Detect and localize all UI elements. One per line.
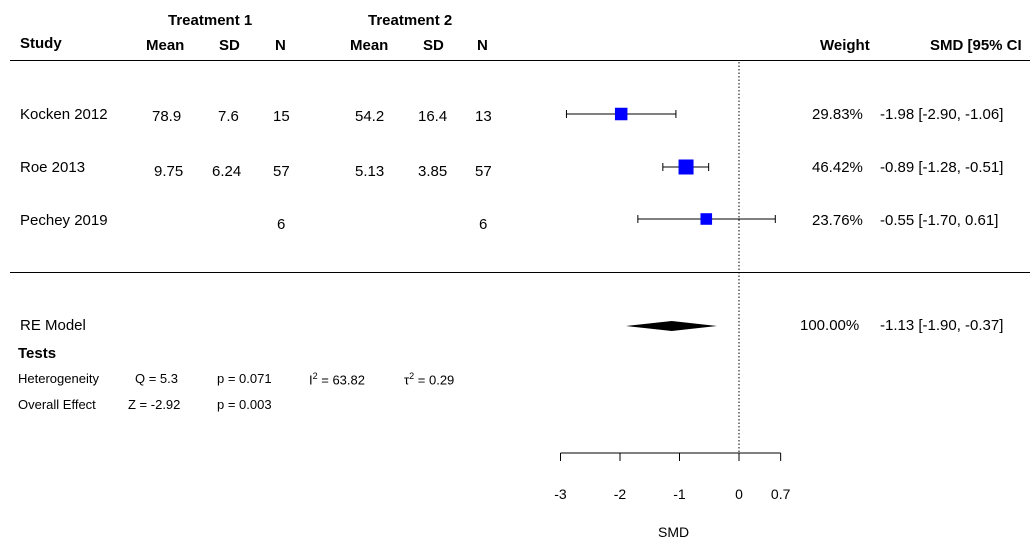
x-tick-label: -1 bbox=[673, 486, 686, 502]
n2-cell: 13 bbox=[475, 108, 492, 125]
n2-cell: 6 bbox=[479, 216, 488, 233]
tau2-statistic: τ2 = 0.29 bbox=[404, 371, 454, 387]
sd1-column-header: SD bbox=[219, 37, 240, 54]
i2-statistic: I2 = 63.82 bbox=[309, 371, 365, 387]
mean1-column-header: Mean bbox=[146, 37, 185, 54]
n1-cell: 57 bbox=[273, 163, 290, 180]
overall-p: p = 0.003 bbox=[217, 397, 272, 412]
effect-ci-cell: -1.98 [-2.90, -1.06] bbox=[880, 106, 1004, 123]
sd1-cell: 7.6 bbox=[218, 108, 239, 125]
pooled-diamond bbox=[625, 321, 717, 331]
mean2-column-header: Mean bbox=[350, 37, 389, 54]
q-statistic: Q = 5.3 bbox=[135, 371, 178, 386]
x-tick-label: 0.7 bbox=[771, 486, 791, 502]
weight-column-header: Weight bbox=[820, 37, 870, 54]
effect-ci-cell: -0.89 [-1.28, -0.51] bbox=[880, 159, 1004, 176]
i2-superscript: 2 bbox=[312, 371, 318, 381]
n2-cell: 57 bbox=[475, 163, 492, 180]
tests-title: Tests bbox=[18, 345, 57, 362]
sd1-cell: 6.24 bbox=[212, 163, 242, 180]
study-name: Kocken 2012 bbox=[20, 106, 108, 123]
heterogeneity-p: p = 0.071 bbox=[217, 371, 272, 386]
sd2-column-header: SD bbox=[423, 37, 444, 54]
i2-value: = 63.82 bbox=[317, 372, 365, 388]
x-tick-label: 0 bbox=[735, 486, 743, 502]
mean2-cell: 5.13 bbox=[355, 163, 385, 180]
mean2-cell: 54.2 bbox=[355, 108, 385, 125]
mean1-cell: 9.75 bbox=[154, 163, 184, 180]
x-tick-label: -2 bbox=[614, 486, 627, 502]
study-marker bbox=[700, 213, 713, 225]
effect-column-header: SMD [95% CI bbox=[930, 37, 1022, 54]
effect-ci-cell: -0.55 [-1.70, 0.61] bbox=[880, 212, 999, 229]
mean1-cell: 78.9 bbox=[152, 108, 182, 125]
summary-label: RE Model bbox=[20, 317, 86, 334]
n2-column-header: N bbox=[477, 37, 488, 54]
study-marker bbox=[678, 159, 694, 175]
sd2-cell: 16.4 bbox=[418, 108, 448, 125]
weight-cell: 29.83% bbox=[812, 106, 863, 123]
tau2-superscript: 2 bbox=[409, 371, 415, 381]
z-statistic: Z = -2.92 bbox=[128, 397, 181, 412]
x-axis-label: SMD bbox=[658, 524, 689, 538]
x-tick-label: -3 bbox=[554, 486, 567, 502]
weight-cell: 23.76% bbox=[812, 212, 863, 229]
tau2-symbol: τ bbox=[404, 372, 410, 388]
header-rule bbox=[10, 60, 1030, 61]
summary-ci: -1.13 [-1.90, -0.37] bbox=[880, 317, 1004, 334]
tau2-value: = 0.29 bbox=[414, 372, 455, 388]
i2-symbol: I bbox=[309, 372, 313, 388]
summary-weight: 100.00% bbox=[800, 317, 860, 334]
study-column-header: Study bbox=[20, 35, 62, 52]
heterogeneity-label: Heterogeneity bbox=[18, 371, 99, 386]
study-marker bbox=[614, 107, 628, 121]
sd2-cell: 3.85 bbox=[418, 163, 448, 180]
overall-effect-label: Overall Effect bbox=[18, 397, 96, 412]
study-name: Roe 2013 bbox=[20, 159, 86, 176]
n1-column-header: N bbox=[275, 37, 286, 54]
study-name: Pechey 2019 bbox=[20, 212, 108, 229]
n1-cell: 15 bbox=[273, 108, 290, 125]
n1-cell: 6 bbox=[277, 216, 286, 233]
treatment1-header: Treatment 1 bbox=[168, 12, 253, 29]
weight-cell: 46.42% bbox=[812, 159, 863, 176]
treatment2-header: Treatment 2 bbox=[368, 12, 453, 29]
summary-rule bbox=[10, 272, 1030, 273]
